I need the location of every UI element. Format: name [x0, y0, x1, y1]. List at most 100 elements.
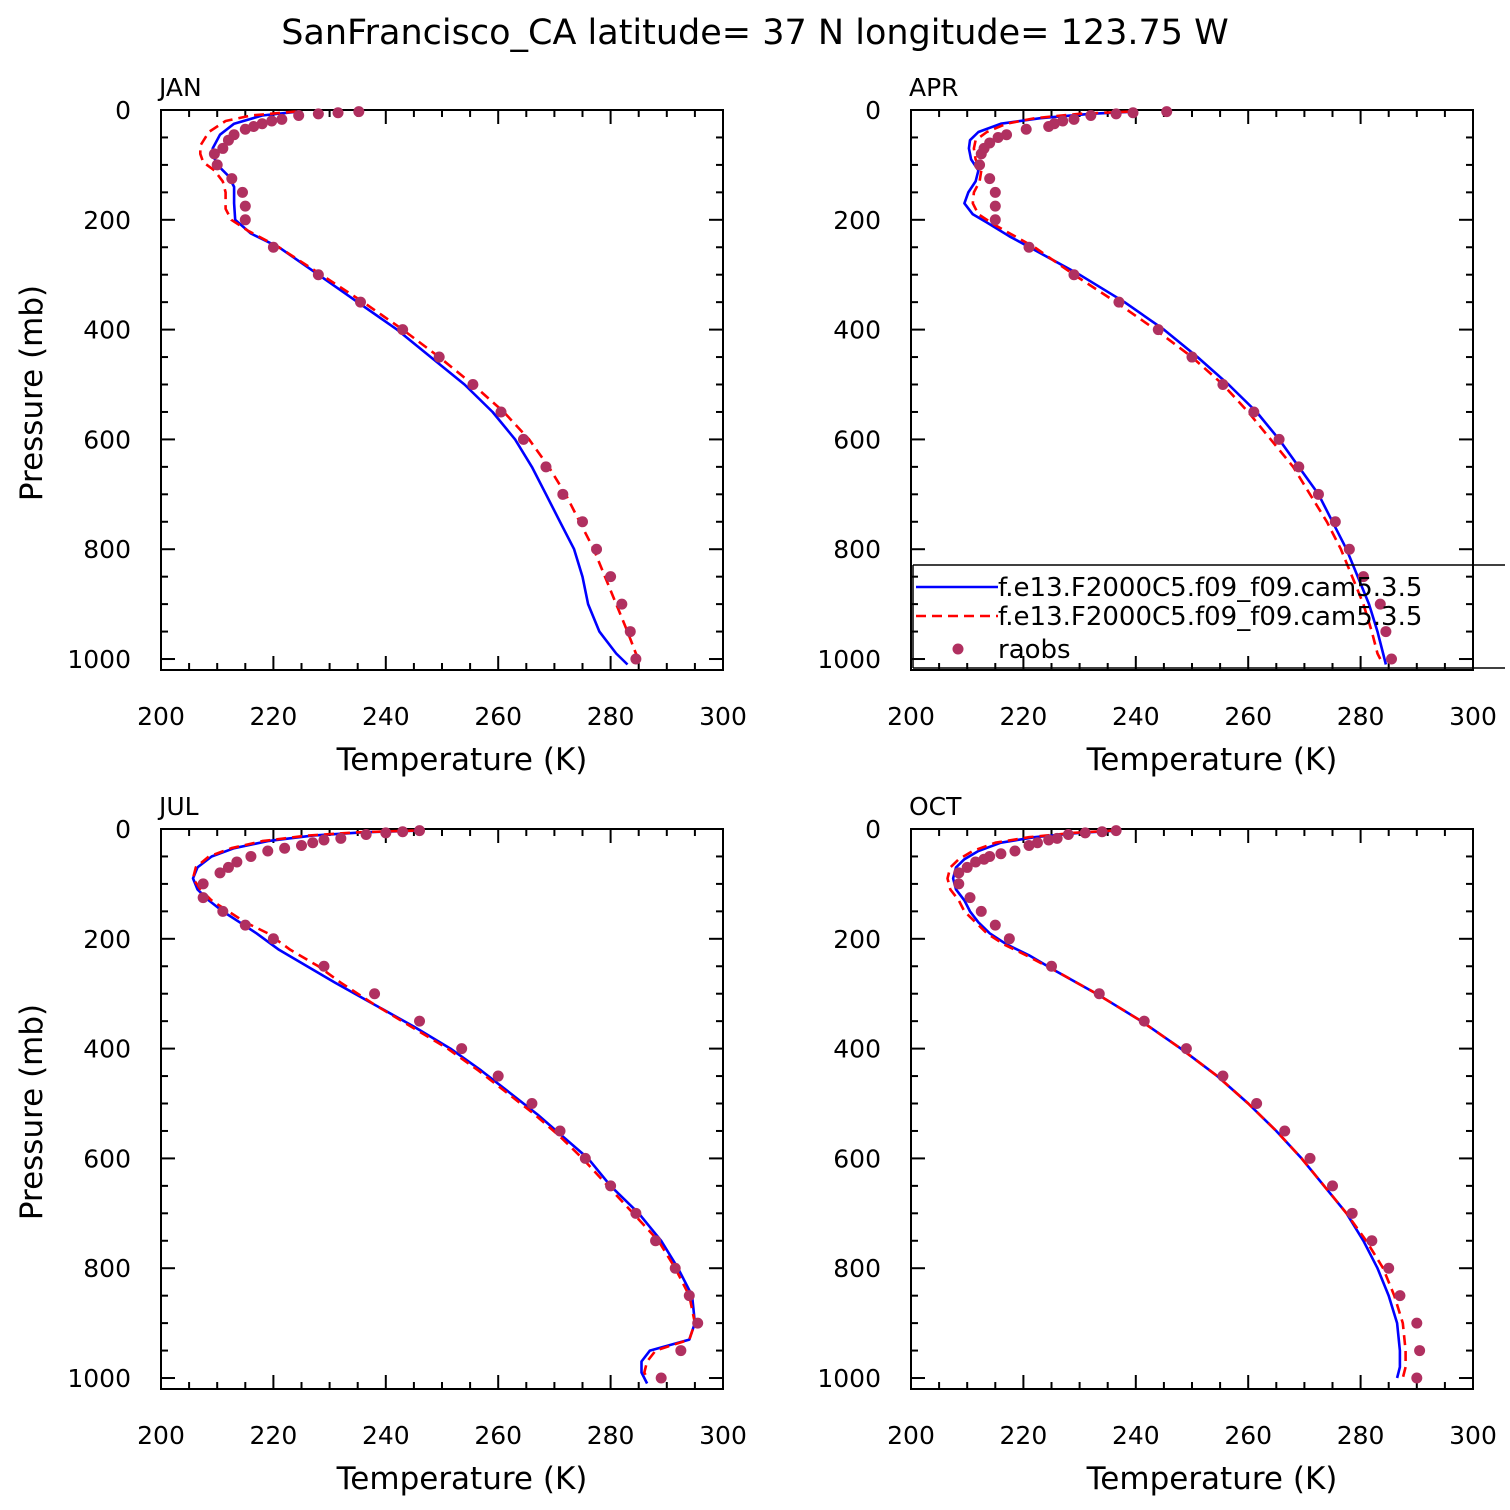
raobs-point: [953, 878, 965, 890]
y-tick-label: 800: [833, 1254, 881, 1283]
raobs-point: [318, 834, 330, 846]
raobs-point: [650, 1235, 662, 1247]
raobs-point: [208, 148, 220, 160]
x-tick-label: 220: [1000, 702, 1048, 731]
raobs-point: [1248, 406, 1260, 418]
x-tick-label: 200: [137, 702, 185, 731]
raobs-point: [989, 186, 1001, 198]
raobs-point: [307, 837, 319, 849]
raobs-point: [332, 107, 344, 119]
raobs-point: [1093, 988, 1105, 1000]
series-model-dashed-line: [971, 110, 1382, 660]
raobs-point: [1020, 123, 1032, 135]
raobs-point: [226, 173, 238, 185]
raobs-point: [683, 1290, 695, 1302]
panel-jan: JAN 200 220 240 260 280 300 0 200 400 600 800 1000 Te…: [14, 73, 747, 778]
series-raobs-points: [974, 106, 1398, 665]
raobs-point: [961, 861, 973, 873]
y-tick-label: 1000: [817, 1364, 881, 1393]
raobs-point: [1062, 828, 1074, 840]
raobs-point: [335, 832, 347, 844]
raobs-point: [605, 571, 617, 583]
x-axis-label: Temperature (K): [336, 742, 588, 778]
raobs-point: [1312, 488, 1324, 500]
x-tick-label: 260: [1224, 1421, 1272, 1450]
panel-label-jul: JUL: [157, 792, 199, 821]
raobs-point: [197, 878, 209, 890]
y-axis-label: Pressure (mb): [14, 1004, 50, 1220]
raobs-point: [236, 186, 248, 198]
raobs-point: [293, 109, 305, 121]
raobs-point: [1180, 1043, 1192, 1055]
raobs-point: [692, 1317, 704, 1329]
legend-raobs-marker: [952, 643, 964, 655]
x-tick-label: 280: [1337, 1421, 1385, 1450]
y-tick-label: 600: [833, 1144, 881, 1173]
raobs-point: [197, 892, 209, 904]
x-tick-label: 300: [699, 1421, 747, 1450]
x-tick-label: 200: [887, 702, 935, 731]
raobs-point: [239, 214, 251, 226]
raobs-point: [492, 1070, 504, 1082]
raobs-point: [397, 324, 409, 336]
raobs-point: [1366, 1235, 1378, 1247]
y-tick-label: 1000: [67, 645, 131, 674]
raobs-point: [1003, 933, 1015, 945]
raobs-point: [1357, 571, 1369, 583]
raobs-point: [279, 842, 291, 854]
raobs-point: [1023, 839, 1035, 851]
raobs-point: [380, 827, 392, 839]
raobs-point: [1383, 1262, 1395, 1274]
raobs-point: [992, 131, 1004, 143]
raobs-point: [953, 867, 965, 879]
x-tick-label: 260: [474, 702, 522, 731]
raobs-point: [1046, 960, 1057, 972]
series-raobs-points: [197, 825, 704, 1384]
panel-apr: APR 200 220 240 260 280 300 0 200 400 600 800 1000 Te…: [817, 73, 1505, 778]
raobs-point: [433, 351, 445, 363]
raobs-point: [1374, 598, 1386, 610]
raobs-point: [517, 433, 529, 445]
y-tick-label: 400: [83, 1035, 131, 1064]
raobs-point: [989, 200, 1001, 212]
y-tick-label: 600: [833, 425, 881, 454]
figure-title: SanFrancisco_CA latitude= 37 N longitude…: [281, 13, 1229, 53]
raobs-point: [1346, 1207, 1358, 1219]
y-tick-label: 400: [833, 316, 881, 345]
raobs-point: [1279, 1125, 1291, 1137]
raobs-point: [1161, 106, 1173, 118]
raobs-point: [989, 214, 1001, 226]
raobs-point: [1329, 516, 1341, 528]
x-tick-label: 220: [1000, 1421, 1048, 1450]
raobs-point: [1251, 1098, 1263, 1110]
raobs-point: [984, 173, 996, 185]
raobs-point: [467, 379, 479, 391]
legend: f.e13.F2000C5.f09_f09.cam5.3.5f.e13.F200…: [912, 564, 1505, 669]
raobs-point: [414, 825, 426, 837]
y-tick-label: 600: [83, 1144, 131, 1173]
raobs-point: [222, 861, 234, 873]
panel-label-apr: APR: [909, 73, 959, 102]
raobs-point: [239, 123, 251, 135]
series-model-dashed-line: [191, 829, 697, 1379]
raobs-point: [245, 850, 257, 862]
raobs-point: [669, 1262, 681, 1274]
raobs-point: [995, 848, 1007, 860]
raobs-point: [624, 626, 636, 638]
panel-oct: OCT 200 220 240 260 280 300 0 200 400 600 800 1000 Te…: [817, 792, 1496, 1497]
raobs-point: [1293, 461, 1305, 473]
raobs-point: [369, 988, 381, 1000]
raobs-point: [1031, 837, 1043, 849]
raobs-point: [970, 856, 982, 868]
series-model-dashed-line: [199, 110, 640, 660]
series-raobs-points: [208, 106, 642, 665]
y-tick-label: 0: [865, 815, 881, 844]
y-tick-label: 200: [833, 206, 881, 235]
x-tick-label: 200: [137, 1421, 185, 1450]
raobs-point: [630, 1207, 642, 1219]
raobs-point: [964, 892, 976, 904]
panels-group: JAN 200 220 240 260 280 300 0 200 400 600 800 1000 Te…: [14, 73, 1505, 1497]
raobs-point: [974, 159, 986, 171]
y-tick-label: 200: [83, 925, 131, 954]
series-model-solid-line: [211, 110, 629, 666]
